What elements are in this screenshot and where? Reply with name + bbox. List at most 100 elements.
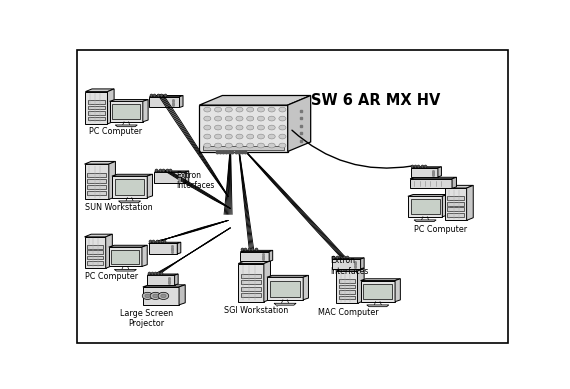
Bar xyxy=(112,250,139,264)
Bar xyxy=(241,280,261,284)
Circle shape xyxy=(158,292,169,300)
Text: SUN Workstation: SUN Workstation xyxy=(84,203,152,212)
Bar xyxy=(115,179,144,195)
Circle shape xyxy=(214,143,222,148)
Polygon shape xyxy=(109,245,147,247)
Polygon shape xyxy=(274,303,296,305)
Polygon shape xyxy=(179,285,185,305)
Bar xyxy=(87,179,106,183)
Bar xyxy=(339,285,355,289)
Bar xyxy=(241,273,261,278)
Polygon shape xyxy=(332,258,364,259)
Bar xyxy=(149,97,180,107)
Polygon shape xyxy=(115,270,136,271)
Bar xyxy=(363,284,392,299)
Polygon shape xyxy=(410,177,457,179)
Circle shape xyxy=(214,116,222,121)
Circle shape xyxy=(268,143,275,148)
Bar xyxy=(332,259,361,269)
Circle shape xyxy=(214,134,222,139)
Circle shape xyxy=(279,125,286,130)
Circle shape xyxy=(153,294,158,298)
Circle shape xyxy=(142,292,153,300)
Text: Extron
Interfaces: Extron Interfaces xyxy=(176,170,215,190)
Circle shape xyxy=(214,107,222,112)
Bar xyxy=(86,92,108,124)
Bar xyxy=(147,275,174,285)
Bar xyxy=(412,168,438,177)
Polygon shape xyxy=(115,125,137,127)
Polygon shape xyxy=(238,261,271,263)
Circle shape xyxy=(225,134,233,139)
Bar xyxy=(339,291,355,294)
Bar xyxy=(84,164,109,200)
Bar xyxy=(267,277,303,300)
Polygon shape xyxy=(442,194,447,217)
Polygon shape xyxy=(361,258,364,269)
Bar xyxy=(84,237,105,268)
Bar xyxy=(241,293,261,297)
Bar xyxy=(87,261,103,265)
Bar xyxy=(88,117,105,120)
Circle shape xyxy=(268,116,275,121)
Bar xyxy=(143,287,179,305)
Bar xyxy=(408,196,442,217)
Circle shape xyxy=(236,116,243,121)
Bar xyxy=(241,252,269,261)
Bar xyxy=(203,146,284,150)
Bar xyxy=(447,202,464,205)
Circle shape xyxy=(279,107,286,112)
Polygon shape xyxy=(105,234,112,268)
Bar xyxy=(112,105,140,119)
Circle shape xyxy=(150,292,161,300)
Polygon shape xyxy=(154,171,189,172)
Polygon shape xyxy=(185,171,189,183)
Bar xyxy=(270,280,300,297)
Circle shape xyxy=(268,107,275,112)
Circle shape xyxy=(161,294,166,298)
Circle shape xyxy=(225,116,233,121)
Circle shape xyxy=(236,134,243,139)
Bar xyxy=(87,251,103,254)
Bar xyxy=(445,188,467,221)
Circle shape xyxy=(268,125,275,130)
Circle shape xyxy=(268,134,275,139)
Polygon shape xyxy=(149,96,183,97)
Bar xyxy=(109,102,143,122)
Text: SW 6 AR MX HV: SW 6 AR MX HV xyxy=(311,93,441,108)
Circle shape xyxy=(279,143,286,148)
Circle shape xyxy=(214,125,222,130)
Circle shape xyxy=(258,125,264,130)
Text: MAC Computer: MAC Computer xyxy=(319,308,379,317)
Circle shape xyxy=(258,116,264,121)
Bar xyxy=(109,247,142,266)
Text: Large Screen
Projector: Large Screen Projector xyxy=(120,309,173,328)
Bar xyxy=(447,207,464,211)
Polygon shape xyxy=(177,242,181,254)
Polygon shape xyxy=(149,242,181,244)
Bar xyxy=(447,213,464,217)
Polygon shape xyxy=(357,268,364,303)
Bar xyxy=(410,179,452,188)
Polygon shape xyxy=(174,274,178,285)
Polygon shape xyxy=(200,96,311,105)
Bar xyxy=(238,263,264,302)
Text: PC Computer: PC Computer xyxy=(84,272,137,281)
Polygon shape xyxy=(395,279,400,302)
Bar xyxy=(87,185,106,189)
Polygon shape xyxy=(288,96,311,152)
Circle shape xyxy=(247,134,254,139)
Circle shape xyxy=(247,107,254,112)
Polygon shape xyxy=(84,161,115,164)
Polygon shape xyxy=(361,279,400,280)
Circle shape xyxy=(204,116,211,121)
Polygon shape xyxy=(109,161,115,200)
Polygon shape xyxy=(142,245,147,266)
Bar xyxy=(87,173,106,177)
Bar xyxy=(361,280,395,302)
Circle shape xyxy=(258,134,264,139)
Polygon shape xyxy=(86,89,114,92)
Circle shape xyxy=(204,143,211,148)
Text: PC Computer: PC Computer xyxy=(414,225,467,234)
Polygon shape xyxy=(438,167,441,177)
